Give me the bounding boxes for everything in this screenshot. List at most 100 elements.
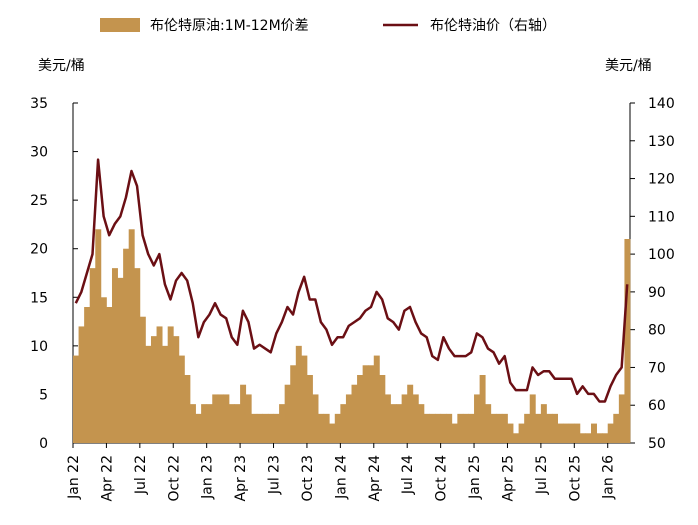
bar (496, 413, 503, 443)
bar (618, 394, 625, 443)
legend-swatch (100, 18, 140, 32)
bar (524, 413, 531, 443)
x-tick-label: Jan 23 (200, 455, 216, 500)
y-tick-label: 25 (30, 193, 48, 209)
bar (501, 413, 508, 443)
bar (111, 268, 118, 443)
bar (329, 423, 336, 443)
bar (396, 404, 403, 443)
bar (607, 423, 614, 443)
bar (318, 413, 325, 443)
bar (407, 384, 414, 443)
bar (212, 394, 219, 443)
x-tick-label: Jan 24 (333, 455, 349, 500)
bar (173, 336, 180, 443)
bar (451, 423, 458, 443)
y2-tick-label: 100 (648, 247, 675, 263)
y2-tick-label: 140 (648, 96, 675, 112)
bar (490, 413, 497, 443)
bar (373, 355, 380, 443)
bar (156, 326, 163, 443)
bar (462, 413, 469, 443)
bar (574, 423, 581, 443)
legend-label: 布伦特油价（右轴） (430, 18, 556, 34)
bar (84, 307, 91, 443)
x-tick-label: Apr 24 (367, 455, 383, 502)
bar (568, 423, 575, 443)
bar (529, 394, 536, 443)
y2-tick-label: 60 (648, 398, 666, 414)
y2-tick-label: 80 (648, 323, 666, 339)
x-tick-label: Jan 26 (601, 455, 617, 500)
bar (518, 423, 525, 443)
bar (323, 413, 330, 443)
x-tick-label: Oct 24 (434, 455, 450, 502)
legend-label: 布伦特原油:1M-12M价差 (150, 18, 309, 34)
x-tick-label: Jul 23 (267, 455, 283, 495)
bar (73, 355, 79, 443)
bar (362, 365, 369, 443)
bar (357, 375, 364, 443)
bar (602, 433, 609, 443)
bar (401, 394, 408, 443)
y2-tick-label: 130 (648, 134, 675, 150)
bar (440, 413, 447, 443)
bar (134, 268, 141, 443)
bar (106, 307, 113, 443)
bar (206, 404, 213, 443)
bar (262, 413, 269, 443)
bar (457, 413, 464, 443)
bar (429, 413, 436, 443)
bar (513, 433, 519, 443)
bar (546, 413, 553, 443)
x-tick-label: Oct 25 (567, 455, 583, 501)
bar (139, 316, 146, 443)
bar (95, 229, 102, 443)
y2-axis-title: 美元/桶 (605, 58, 652, 74)
bar (540, 404, 547, 443)
bar (340, 404, 347, 443)
bar (251, 413, 258, 443)
bar (117, 277, 124, 443)
bar (78, 326, 85, 443)
bar (245, 394, 252, 443)
y2-tick-label: 110 (648, 209, 675, 225)
y-tick-label: 15 (30, 290, 48, 306)
bar (301, 355, 308, 443)
y2-tick-label: 120 (648, 172, 675, 188)
bar (345, 394, 352, 443)
x-tick-label: Oct 22 (166, 455, 182, 501)
bar (189, 404, 196, 443)
x-tick-label: Jul 25 (534, 455, 550, 495)
bar (585, 433, 592, 443)
bar (167, 326, 174, 443)
bar (234, 404, 241, 443)
bar (552, 413, 558, 443)
bar (184, 375, 191, 443)
x-tick-label: Apr 22 (99, 455, 115, 501)
bar (145, 345, 152, 443)
bar (412, 394, 419, 443)
x-tick-label: Jan 22 (66, 455, 82, 500)
bar (228, 404, 235, 443)
bar (217, 394, 224, 443)
bar (279, 404, 286, 443)
bar (479, 375, 486, 443)
bar (596, 433, 603, 443)
bar (379, 375, 386, 443)
x-tick-label: Apr 25 (500, 455, 516, 501)
bar (485, 404, 492, 443)
bar (290, 365, 297, 443)
bar (123, 248, 130, 443)
bar (624, 239, 631, 443)
bar (446, 413, 453, 443)
bar (195, 413, 202, 443)
x-tick-label: Jan 25 (467, 455, 483, 500)
bar (507, 423, 514, 443)
bar (295, 345, 302, 443)
bar (368, 365, 375, 443)
bar (557, 423, 564, 443)
bar (306, 375, 313, 443)
x-tick-label: Oct 23 (300, 455, 316, 501)
